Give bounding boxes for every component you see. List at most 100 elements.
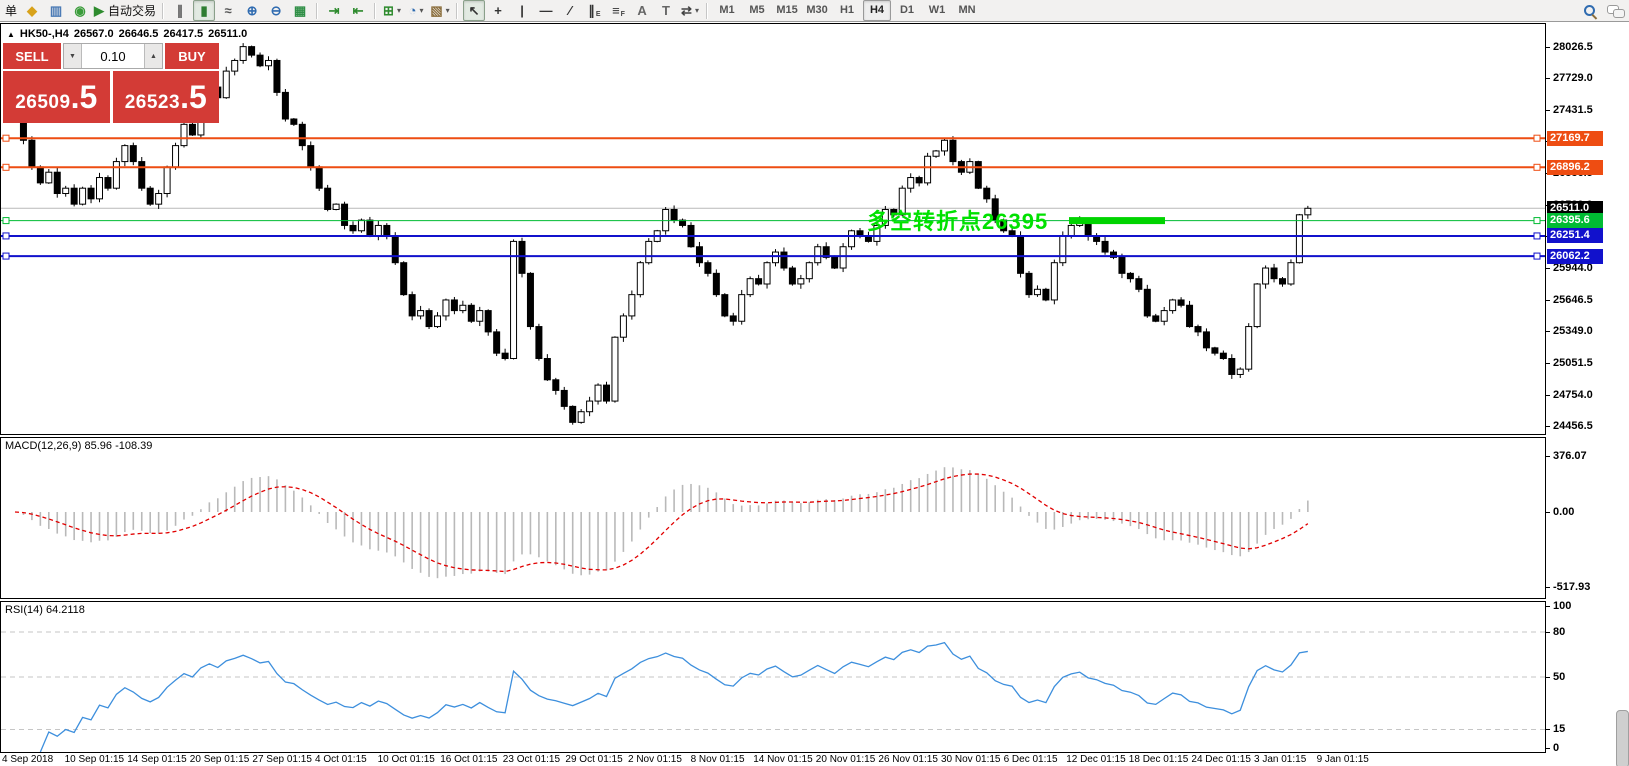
support-line-2-handle[interactable] xyxy=(1533,252,1541,260)
resistance-line-2-handle[interactable] xyxy=(2,163,10,171)
candle xyxy=(434,312,441,329)
candle xyxy=(53,167,61,198)
timeframe-m30[interactable]: M30 xyxy=(806,4,828,16)
buy-button[interactable]: BUY xyxy=(165,43,219,69)
candle xyxy=(898,185,906,217)
navigator-icon[interactable]: ◉ xyxy=(74,3,86,18)
support-line-1-price-tag[interactable]: 26251.4 xyxy=(1547,228,1603,244)
candlestick-chart[interactable] xyxy=(1,24,1545,434)
sell-price[interactable]: 26509.5 xyxy=(3,71,110,123)
timeframe-m1[interactable]: M1 xyxy=(719,4,735,16)
candle xyxy=(983,185,991,203)
pivot-line-handle[interactable] xyxy=(1533,217,1541,225)
support-line-2-handle[interactable] xyxy=(2,252,10,260)
chat-icon[interactable] xyxy=(1604,1,1626,21)
bar-chart-icon[interactable]: ∥ xyxy=(176,3,184,18)
macd-tick-label: -517.93 xyxy=(1553,581,1591,594)
resistance-line-1-price-tag[interactable]: 27169.7 xyxy=(1547,130,1603,146)
resistance-line-1-handle[interactable] xyxy=(2,134,10,142)
auto-scroll-icon[interactable]: ⇥ xyxy=(328,3,340,18)
candlestick-chart-icon[interactable]: ▮ xyxy=(193,0,216,21)
support-line-1-handle[interactable] xyxy=(1533,232,1541,240)
timeframe-h1[interactable]: H1 xyxy=(839,4,855,16)
rsi-line xyxy=(39,641,1308,752)
search-icon[interactable] xyxy=(1580,1,1602,21)
chart-window-icon[interactable]: ▥ xyxy=(49,3,63,18)
time-label: 30 Nov 01:15 xyxy=(941,754,1001,765)
candle xyxy=(391,232,399,265)
candle xyxy=(442,298,450,321)
bid-price-line-price-tag[interactable]: 26511.0 xyxy=(1547,200,1603,216)
crosshair-icon[interactable]: + xyxy=(494,3,502,18)
timeframe-m15[interactable]: M15 xyxy=(776,4,798,16)
fibonacci-icon[interactable]: ≡ F xyxy=(612,3,625,18)
buy-price[interactable]: 26523.5 xyxy=(112,71,219,123)
sell-button[interactable]: SELL xyxy=(3,43,61,69)
collapse-trade-panel-icon[interactable]: ▲ xyxy=(7,30,15,39)
rsi-panel[interactable]: RSI(14) 64.2118 xyxy=(0,601,1546,753)
new-order-icon[interactable]: ◆ xyxy=(27,3,37,18)
trendline-icon[interactable]: ∕ xyxy=(568,3,572,18)
arrows-icon[interactable]: ⇄ ▾ xyxy=(681,3,699,18)
cursor-icon[interactable]: ↖ xyxy=(463,0,486,21)
volume-input[interactable]: 0.10 xyxy=(82,44,144,68)
time-label: 29 Oct 01:15 xyxy=(565,754,623,765)
ohlc-close: 26511.0 xyxy=(208,28,248,40)
resistance-line-1-handle[interactable] xyxy=(1533,134,1541,142)
horizontal-line-icon[interactable]: — xyxy=(539,3,553,18)
timeframe-m5[interactable]: M5 xyxy=(749,4,765,16)
candle xyxy=(552,377,560,395)
candle xyxy=(645,238,653,265)
candle xyxy=(526,272,534,330)
toolbar: 单 ◆ ▥ ◉ ▶ 自动交易 ∥ ▮ ≈ ⊕ ⊖ ▦ ⇥ ⇤ ⊞ ▾ ◔ ▾ ▧ ▾ ↖ + | — ∕ ∥ E ≡ F A T ⇄ ▾ M1 M5… xyxy=(0,0,1629,22)
pivot-highlight-segment[interactable] xyxy=(1069,217,1165,225)
toolbar-separator xyxy=(456,2,459,19)
chart-annotation[interactable]: 多空转折点26395 xyxy=(867,209,1049,234)
chart-shift-icon[interactable]: ⇤ xyxy=(352,3,364,18)
candle xyxy=(349,221,357,234)
time-label: 3 Jan 01:15 xyxy=(1254,754,1307,765)
price-chart-panel[interactable]: ▲ HK50-,H4 26567.0 26646.5 26417.5 26511.0 SE… xyxy=(0,23,1546,435)
pivot-line-handle[interactable] xyxy=(2,217,10,225)
candle xyxy=(1101,236,1109,255)
resistance-line-2-handle[interactable] xyxy=(1533,163,1541,171)
autotrading-button[interactable]: ▶ 自动交易 xyxy=(94,3,157,18)
timeframe-mn[interactable]: MN xyxy=(958,4,976,16)
support-line-1-handle[interactable] xyxy=(2,232,10,240)
text-icon[interactable]: A xyxy=(637,3,647,18)
resistance-line-2-price-tag[interactable]: 26896.2 xyxy=(1547,159,1603,175)
timeframe-w1[interactable]: W1 xyxy=(928,4,946,16)
candle xyxy=(788,265,796,286)
zoom-out-icon[interactable]: ⊖ xyxy=(270,3,282,18)
time-label: 20 Nov 01:15 xyxy=(815,754,876,765)
candle xyxy=(1042,287,1050,302)
volume-increase-button[interactable]: ▲ xyxy=(144,44,162,68)
zoom-in-icon[interactable]: ⊕ xyxy=(246,3,258,18)
candle xyxy=(594,383,602,405)
tile-windows-icon[interactable]: ▦ xyxy=(293,3,307,18)
buy-price-fraction: .5 xyxy=(180,79,207,115)
candle xyxy=(273,58,281,96)
support-line-2-price-tag[interactable]: 26062.2 xyxy=(1547,248,1603,264)
candle xyxy=(721,293,729,318)
line-chart-icon[interactable]: ≈ xyxy=(224,3,232,18)
timeframe-h4[interactable]: H4 xyxy=(863,0,892,21)
candle xyxy=(121,144,129,167)
rsi-tick xyxy=(1546,631,1550,633)
volume-decrease-button[interactable]: ▼ xyxy=(64,44,82,68)
candle xyxy=(332,203,340,211)
text-label-icon[interactable]: T xyxy=(662,3,670,18)
vertical-line-icon[interactable]: | xyxy=(520,3,524,18)
rsi-tick-label: 15 xyxy=(1553,723,1566,735)
periods-icon[interactable]: ◔ ▾ xyxy=(408,3,424,18)
rsi-chart xyxy=(1,631,1545,752)
pivot-line-price-tag[interactable]: 26395.6 xyxy=(1547,213,1603,229)
timeframe-d1[interactable]: D1 xyxy=(899,4,915,16)
scrollbar-thumb[interactable] xyxy=(1616,710,1629,766)
add-indicator-icon[interactable]: ⊞ ▾ xyxy=(383,3,401,18)
templates-icon[interactable]: ▧ ▾ xyxy=(430,3,450,18)
candle xyxy=(636,260,644,298)
equidistant-channel-icon[interactable]: ∥ E xyxy=(588,3,601,18)
macd-panel[interactable]: MACD(12,26,9) 85.96 -108.39 xyxy=(0,437,1546,599)
candle xyxy=(290,118,298,126)
